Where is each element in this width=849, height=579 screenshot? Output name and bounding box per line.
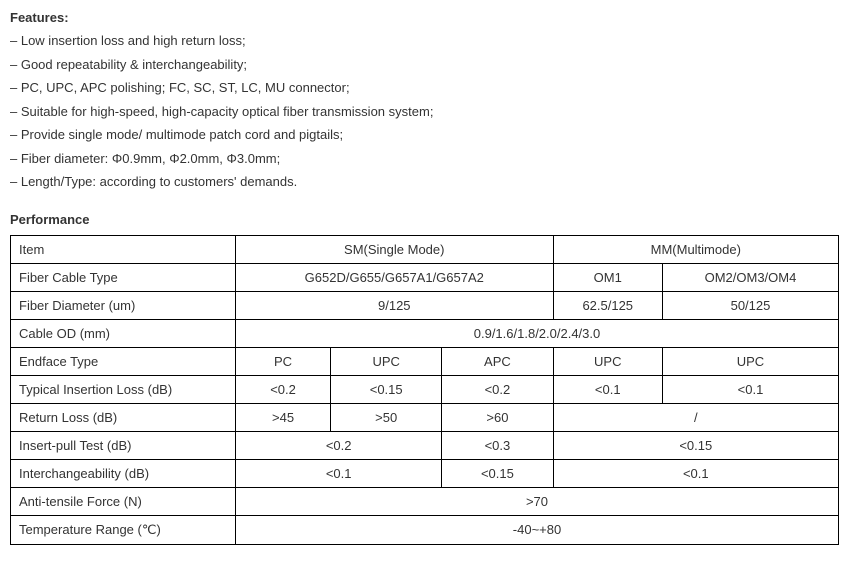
cell: G652D/G655/G657A1/G657A2 bbox=[236, 263, 554, 291]
table-row: Return Loss (dB) >45 >50 >60 / bbox=[11, 403, 839, 431]
cell: 50/125 bbox=[662, 291, 838, 319]
table-row: Cable OD (mm) 0.9/1.6/1.8/2.0/2.4/3.0 bbox=[11, 319, 839, 347]
cell: >60 bbox=[442, 403, 553, 431]
row-label: Interchangeability (dB) bbox=[11, 459, 236, 487]
cell: <0.1 bbox=[236, 459, 442, 487]
header-mm: MM(Multimode) bbox=[553, 235, 838, 263]
table-row: Typical Insertion Loss (dB) <0.2 <0.15 <… bbox=[11, 375, 839, 403]
row-label: Cable OD (mm) bbox=[11, 319, 236, 347]
row-label: Temperature Range (℃) bbox=[11, 515, 236, 544]
row-label: Return Loss (dB) bbox=[11, 403, 236, 431]
feature-item: Provide single mode/ multimode patch cor… bbox=[10, 123, 839, 147]
performance-title: Performance bbox=[10, 212, 839, 227]
cell: 9/125 bbox=[236, 291, 554, 319]
cell: 62.5/125 bbox=[553, 291, 662, 319]
cell: >70 bbox=[236, 487, 839, 515]
table-row: Fiber Diameter (um) 9/125 62.5/125 50/12… bbox=[11, 291, 839, 319]
table-row: Endface Type PC UPC APC UPC UPC bbox=[11, 347, 839, 375]
cell: <0.2 bbox=[236, 375, 331, 403]
row-label: Anti-tensile Force (N) bbox=[11, 487, 236, 515]
cell: <0.15 bbox=[442, 459, 553, 487]
cell: UPC bbox=[553, 347, 662, 375]
cell: <0.15 bbox=[553, 431, 838, 459]
features-list: Low insertion loss and high return loss;… bbox=[10, 29, 839, 194]
cell: >45 bbox=[236, 403, 331, 431]
feature-item: Suitable for high-speed, high-capacity o… bbox=[10, 100, 839, 124]
cell: PC bbox=[236, 347, 331, 375]
table-row: Fiber Cable Type G652D/G655/G657A1/G657A… bbox=[11, 263, 839, 291]
cell: APC bbox=[442, 347, 553, 375]
row-label: Fiber Diameter (um) bbox=[11, 291, 236, 319]
cell: <0.3 bbox=[442, 431, 553, 459]
row-label: Fiber Cable Type bbox=[11, 263, 236, 291]
feature-item: PC, UPC, APC polishing; FC, SC, ST, LC, … bbox=[10, 76, 839, 100]
header-sm: SM(Single Mode) bbox=[236, 235, 554, 263]
table-row: Anti-tensile Force (N) >70 bbox=[11, 487, 839, 515]
row-label: Insert-pull Test (dB) bbox=[11, 431, 236, 459]
table-row: Temperature Range (℃) -40~+80 bbox=[11, 515, 839, 544]
feature-item: Low insertion loss and high return loss; bbox=[10, 29, 839, 53]
cell: <0.1 bbox=[662, 375, 838, 403]
cell: OM2/OM3/OM4 bbox=[662, 263, 838, 291]
table-row: Insert-pull Test (dB) <0.2 <0.3 <0.15 bbox=[11, 431, 839, 459]
cell: <0.15 bbox=[331, 375, 442, 403]
cell: OM1 bbox=[553, 263, 662, 291]
features-title: Features: bbox=[10, 10, 839, 25]
cell: UPC bbox=[662, 347, 838, 375]
header-item: Item bbox=[11, 235, 236, 263]
cell: <0.1 bbox=[553, 375, 662, 403]
table-row: Item SM(Single Mode) MM(Multimode) bbox=[11, 235, 839, 263]
cell: >50 bbox=[331, 403, 442, 431]
cell: / bbox=[553, 403, 838, 431]
row-label: Typical Insertion Loss (dB) bbox=[11, 375, 236, 403]
cell: <0.2 bbox=[442, 375, 553, 403]
table-row: Interchangeability (dB) <0.1 <0.15 <0.1 bbox=[11, 459, 839, 487]
feature-item: Length/Type: according to customers' dem… bbox=[10, 170, 839, 194]
cell: <0.2 bbox=[236, 431, 442, 459]
cell: -40~+80 bbox=[236, 515, 839, 544]
cell: UPC bbox=[331, 347, 442, 375]
feature-item: Fiber diameter: Φ0.9mm, Φ2.0mm, Φ3.0mm; bbox=[10, 147, 839, 171]
cell: 0.9/1.6/1.8/2.0/2.4/3.0 bbox=[236, 319, 839, 347]
feature-item: Good repeatability & interchangeability; bbox=[10, 53, 839, 77]
row-label: Endface Type bbox=[11, 347, 236, 375]
cell: <0.1 bbox=[553, 459, 838, 487]
performance-table: Item SM(Single Mode) MM(Multimode) Fiber… bbox=[10, 235, 839, 545]
